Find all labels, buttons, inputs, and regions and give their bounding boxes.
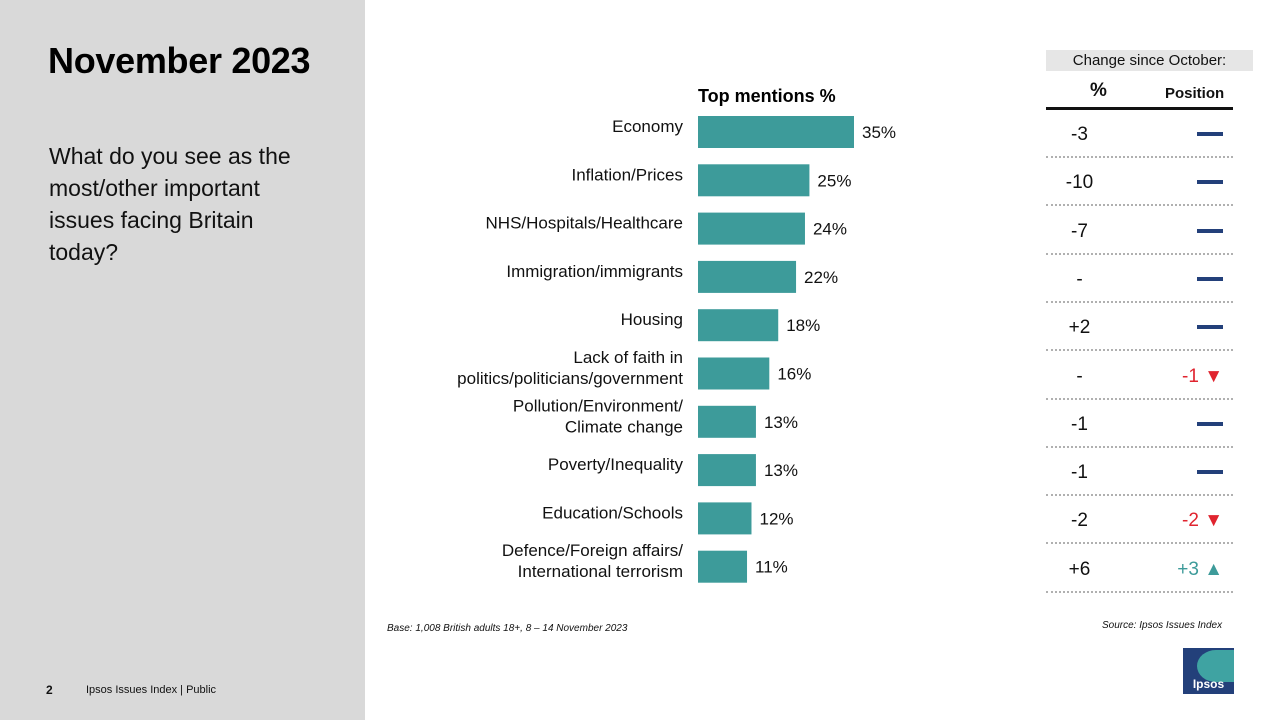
percent-change: -10 <box>1065 172 1094 194</box>
position-change <box>1197 462 1223 484</box>
row-divider <box>1046 349 1233 352</box>
category-label: Inflation/Prices <box>572 165 684 184</box>
change-row: +2 <box>1046 303 1233 352</box>
logo-swirl-icon <box>1197 650 1234 682</box>
percent-change: - <box>1076 268 1083 290</box>
row-divider <box>1046 445 1233 448</box>
row-divider <box>1046 156 1233 158</box>
percent-change: -1 <box>1071 462 1088 484</box>
position-change: -2 ▼ <box>1182 510 1223 532</box>
position-column-header: Position <box>1165 85 1225 102</box>
change-header: Change since October: <box>1046 50 1253 71</box>
value-label: 24% <box>813 220 847 239</box>
percent-change: -7 <box>1071 220 1088 242</box>
no-change-dash-icon <box>1197 180 1223 185</box>
percent-change: - <box>1076 365 1083 387</box>
row-divider <box>1046 397 1233 400</box>
header-divider <box>1046 107 1233 110</box>
change-row: -7 <box>1046 207 1233 255</box>
row-divider <box>1046 204 1233 207</box>
position-change <box>1197 172 1223 194</box>
position-change <box>1197 124 1223 146</box>
row-divider <box>1046 300 1233 303</box>
change-row: -3 <box>1046 110 1233 158</box>
percent-column-header: % <box>1090 80 1107 101</box>
bar <box>698 260 797 293</box>
chart-title: Top mentions % <box>698 86 836 106</box>
percent-change: -1 <box>1071 413 1088 435</box>
category-label: Defence/Foreign affairs/International te… <box>502 541 683 581</box>
source-note: Source: Ipsos Issues Index <box>1102 620 1223 631</box>
bar <box>698 116 854 148</box>
change-row: -10 <box>1046 158 1233 207</box>
value-label: 18% <box>786 316 820 335</box>
value-label: 13% <box>764 413 798 432</box>
change-row: - <box>1046 255 1233 303</box>
survey-question: What do you see as the most/other import… <box>49 143 291 265</box>
bar <box>698 405 756 438</box>
triangle-up-icon: ▲ <box>1204 558 1223 580</box>
row-divider <box>1046 542 1233 545</box>
bar <box>698 550 748 583</box>
page-title: November 2023 <box>48 40 311 81</box>
row-divider <box>1046 494 1233 497</box>
ipsos-logo: Ipsos <box>1183 648 1234 694</box>
triangle-down-icon: ▼ <box>1204 365 1223 387</box>
no-change-dash-icon <box>1197 276 1223 281</box>
bar <box>698 357 770 390</box>
bar <box>698 454 756 487</box>
category-label: Education/Schools <box>542 503 683 522</box>
value-label: 35% <box>862 123 896 142</box>
bar <box>698 502 752 535</box>
no-change-dash-icon <box>1197 421 1223 426</box>
position-change <box>1197 221 1223 243</box>
row-divider <box>1046 590 1233 593</box>
page-number: 2 <box>46 683 53 697</box>
no-change-dash-icon <box>1197 131 1223 136</box>
value-label: 12% <box>759 509 793 528</box>
category-label: NHS/Hospitals/Healthcare <box>486 214 683 233</box>
no-change-dash-icon <box>1197 325 1223 330</box>
category-label: Economy <box>612 117 683 136</box>
category-label: Poverty/Inequality <box>548 455 684 474</box>
change-row: -1 <box>1046 400 1233 448</box>
base-note: Base: 1,008 British adults 18+, 8 – 14 N… <box>387 623 628 634</box>
change-row: - -1 ▼ <box>1046 352 1233 400</box>
position-change-value: -1 <box>1182 365 1205 387</box>
position-change: +3 ▲ <box>1177 559 1223 581</box>
logo-text: Ipsos <box>1192 677 1225 691</box>
category-label: Pollution/Environment/Climate change <box>513 396 683 436</box>
percent-change: -2 <box>1071 510 1088 532</box>
value-label: 25% <box>817 171 851 190</box>
percent-change: +2 <box>1068 317 1091 339</box>
no-change-dash-icon <box>1197 470 1223 475</box>
no-change-dash-icon <box>1197 228 1223 233</box>
position-change-value: +3 <box>1177 558 1205 580</box>
change-row: -1 <box>1046 448 1233 497</box>
triangle-down-icon: ▼ <box>1204 510 1223 532</box>
position-change <box>1197 269 1223 291</box>
position-change <box>1197 414 1223 436</box>
sidebar-panel <box>0 0 365 720</box>
position-change: -1 ▼ <box>1182 366 1223 388</box>
bar <box>698 309 779 342</box>
bar <box>698 164 810 197</box>
value-label: 11% <box>755 558 788 577</box>
category-label: Immigration/immigrants <box>506 262 683 281</box>
bar <box>698 212 805 245</box>
change-row: -2 -2 ▼ <box>1046 496 1233 545</box>
issues-bar-chart: Top mentions % 35% Economy 25% Inflation/Pri… <box>457 86 896 583</box>
value-label: 16% <box>777 365 811 384</box>
change-row: +6 +3 ▲ <box>1046 545 1233 593</box>
position-change <box>1197 317 1223 339</box>
percent-change: +6 <box>1068 558 1091 580</box>
category-label: Lack of faith in politics/politicians/gov… <box>457 348 683 388</box>
value-label: 13% <box>764 461 798 480</box>
value-label: 22% <box>804 268 838 287</box>
position-change-value: -2 <box>1182 510 1205 532</box>
percent-change: -3 <box>1071 124 1088 145</box>
category-label: Housing <box>621 310 683 329</box>
row-divider <box>1046 252 1233 255</box>
footer-label: Ipsos Issues Index | Public <box>86 684 217 696</box>
